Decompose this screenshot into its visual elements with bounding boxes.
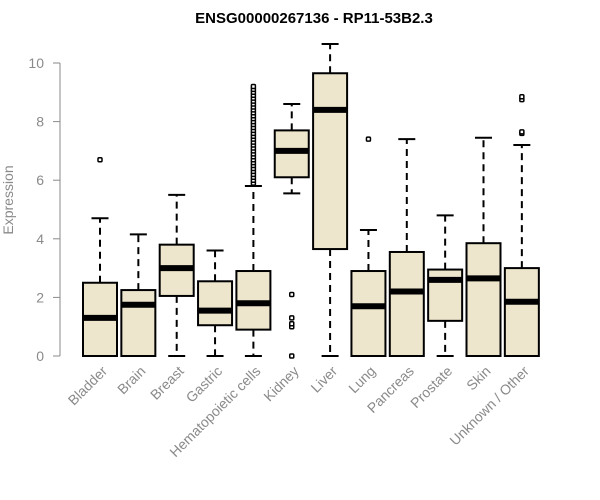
box-group — [82, 156, 118, 357]
box-group — [503, 93, 540, 358]
box-group — [120, 233, 157, 358]
box-iqr — [197, 280, 234, 327]
y-tick-label: 8 — [36, 114, 44, 130]
box-group — [465, 136, 502, 358]
outlier-point — [250, 83, 257, 90]
y-tick-label: 4 — [36, 231, 44, 247]
box-group — [427, 214, 464, 357]
x-tick-label: Skin — [463, 363, 494, 394]
x-tick-label: Kidney — [260, 363, 302, 405]
x-tick-label: Breast — [147, 363, 187, 403]
y-axis: 0 2 4 6 8 10 — [28, 55, 61, 364]
outlier-point — [289, 315, 295, 321]
outlier-point — [519, 93, 525, 100]
chart-title: ENSG00000267136 - RP11-53B2.3 — [195, 10, 433, 27]
y-tick-label: 6 — [36, 172, 44, 188]
box-group — [350, 136, 387, 357]
box-iqr — [350, 270, 387, 357]
box-group — [235, 83, 272, 357]
box-group — [197, 249, 234, 357]
box-group — [273, 103, 310, 359]
outlier-point — [519, 129, 525, 135]
box-group — [158, 193, 195, 357]
box-iqr — [388, 250, 425, 357]
y-axis-label: Expression — [0, 165, 16, 234]
x-tick-label: Prostate — [407, 363, 455, 411]
outlier-point — [289, 321, 295, 327]
box-iqr — [465, 242, 502, 358]
x-tick-label: Bladder — [65, 363, 111, 409]
y-tick-label: 2 — [36, 289, 44, 305]
outlier-point — [289, 291, 295, 298]
box-group — [388, 138, 425, 357]
outlier-point — [97, 156, 103, 163]
box-series — [82, 42, 540, 359]
box-iqr — [503, 267, 540, 358]
box-iqr — [120, 289, 157, 358]
box-iqr — [312, 72, 349, 251]
box-group — [312, 42, 349, 357]
outlier-point — [289, 353, 295, 359]
x-tick-label: Brain — [114, 363, 148, 397]
y-tick-label: 0 — [36, 348, 44, 364]
x-tick-label: Lung — [345, 363, 378, 396]
y-tick-label: 10 — [28, 55, 44, 71]
outlier-point — [365, 136, 372, 142]
x-tick-label: Liver — [307, 363, 340, 396]
